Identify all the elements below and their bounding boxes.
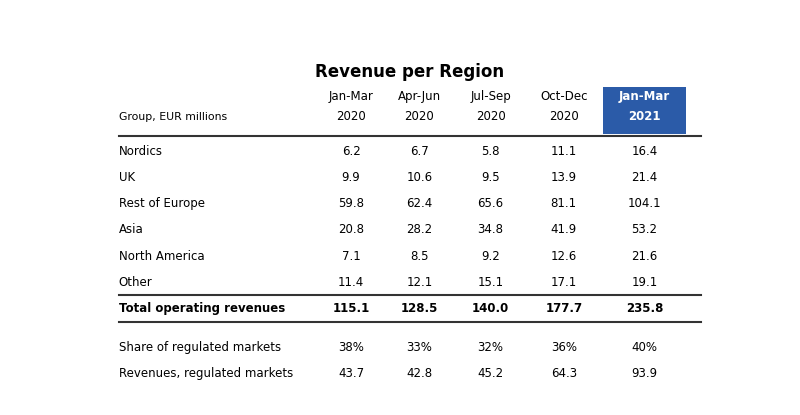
FancyBboxPatch shape bbox=[602, 87, 686, 134]
Text: Rest of Europe: Rest of Europe bbox=[118, 197, 205, 210]
Text: Apr-Jun: Apr-Jun bbox=[398, 90, 441, 103]
Text: 104.1: 104.1 bbox=[627, 197, 661, 210]
Text: Revenues, regulated markets: Revenues, regulated markets bbox=[118, 367, 293, 380]
Text: 235.8: 235.8 bbox=[626, 302, 663, 315]
Text: Asia: Asia bbox=[118, 223, 143, 237]
Text: 9.5: 9.5 bbox=[482, 171, 500, 184]
Text: 65.6: 65.6 bbox=[478, 197, 504, 210]
Text: 2021: 2021 bbox=[628, 110, 661, 123]
Text: UK: UK bbox=[118, 171, 134, 184]
Text: 6.7: 6.7 bbox=[410, 145, 429, 158]
Text: 53.2: 53.2 bbox=[631, 223, 658, 237]
Text: 21.6: 21.6 bbox=[631, 249, 658, 263]
Text: 7.1: 7.1 bbox=[342, 249, 361, 263]
Text: 2020: 2020 bbox=[336, 110, 366, 123]
Text: Jan-Mar: Jan-Mar bbox=[329, 90, 374, 103]
Text: 42.8: 42.8 bbox=[406, 367, 432, 380]
Text: 13.9: 13.9 bbox=[550, 171, 577, 184]
Text: 11.4: 11.4 bbox=[338, 276, 364, 289]
Text: Nordics: Nordics bbox=[118, 145, 162, 158]
Text: 62.4: 62.4 bbox=[406, 197, 433, 210]
Text: 6.2: 6.2 bbox=[342, 145, 361, 158]
Text: Total operating revenues: Total operating revenues bbox=[118, 302, 285, 315]
Text: 20.8: 20.8 bbox=[338, 223, 364, 237]
Text: 33%: 33% bbox=[406, 341, 432, 354]
Text: 43.7: 43.7 bbox=[338, 367, 364, 380]
Text: 9.9: 9.9 bbox=[342, 171, 361, 184]
Text: 11.1: 11.1 bbox=[550, 145, 577, 158]
Text: Other: Other bbox=[118, 276, 152, 289]
Text: 16.4: 16.4 bbox=[631, 145, 658, 158]
Text: 115.1: 115.1 bbox=[333, 302, 370, 315]
Text: Revenue per Region: Revenue per Region bbox=[315, 63, 505, 81]
Text: 140.0: 140.0 bbox=[472, 302, 510, 315]
Text: 8.5: 8.5 bbox=[410, 249, 429, 263]
Text: North America: North America bbox=[118, 249, 204, 263]
Text: 2020: 2020 bbox=[476, 110, 506, 123]
Text: Group, EUR millions: Group, EUR millions bbox=[118, 112, 226, 122]
Text: 45.2: 45.2 bbox=[478, 367, 504, 380]
Text: 10.6: 10.6 bbox=[406, 171, 432, 184]
Text: 36%: 36% bbox=[550, 341, 577, 354]
Text: 40%: 40% bbox=[631, 341, 658, 354]
Text: 81.1: 81.1 bbox=[550, 197, 577, 210]
Text: Jan-Mar: Jan-Mar bbox=[618, 90, 670, 103]
Text: 2020: 2020 bbox=[549, 110, 578, 123]
Text: Jul-Sep: Jul-Sep bbox=[470, 90, 511, 103]
Text: 38%: 38% bbox=[338, 341, 364, 354]
Text: 17.1: 17.1 bbox=[550, 276, 577, 289]
Text: 19.1: 19.1 bbox=[631, 276, 658, 289]
Text: 2020: 2020 bbox=[405, 110, 434, 123]
Text: 9.2: 9.2 bbox=[482, 249, 500, 263]
Text: 12.6: 12.6 bbox=[550, 249, 577, 263]
Text: 41.9: 41.9 bbox=[550, 223, 577, 237]
Text: 128.5: 128.5 bbox=[401, 302, 438, 315]
Text: 12.1: 12.1 bbox=[406, 276, 433, 289]
Text: 64.3: 64.3 bbox=[550, 367, 577, 380]
Text: 5.8: 5.8 bbox=[482, 145, 500, 158]
Text: 177.7: 177.7 bbox=[545, 302, 582, 315]
Text: Oct-Dec: Oct-Dec bbox=[540, 90, 587, 103]
Text: 32%: 32% bbox=[478, 341, 504, 354]
Text: 34.8: 34.8 bbox=[478, 223, 504, 237]
Text: 93.9: 93.9 bbox=[631, 367, 658, 380]
Text: Share of regulated markets: Share of regulated markets bbox=[118, 341, 281, 354]
Text: 28.2: 28.2 bbox=[406, 223, 432, 237]
Text: 59.8: 59.8 bbox=[338, 197, 364, 210]
Text: 21.4: 21.4 bbox=[631, 171, 658, 184]
Text: 15.1: 15.1 bbox=[478, 276, 504, 289]
